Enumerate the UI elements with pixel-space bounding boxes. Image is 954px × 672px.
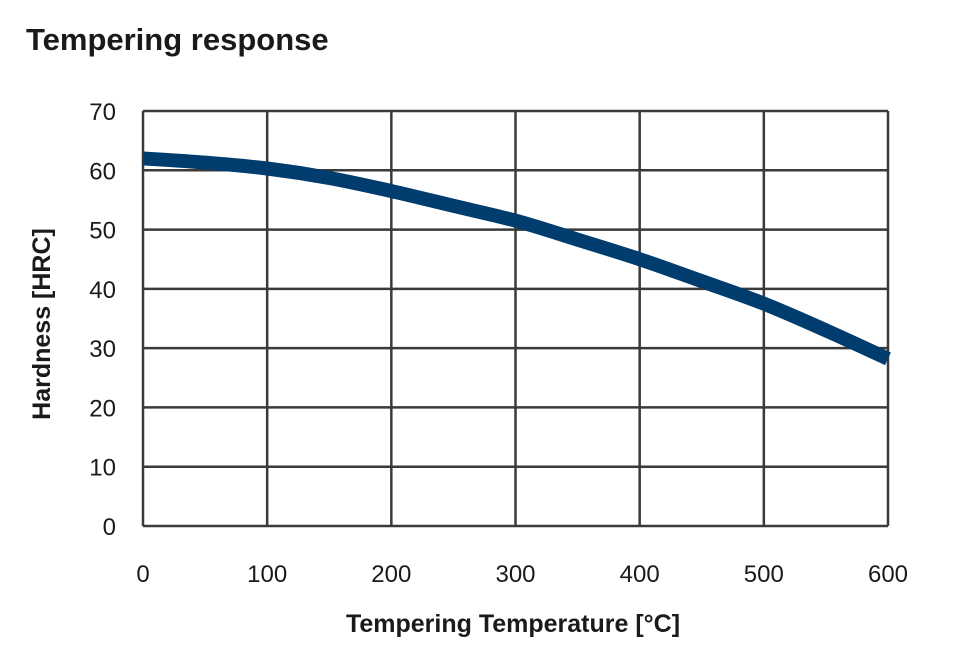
x-tick-label: 300 (495, 561, 535, 588)
y-tick-label: 40 (89, 277, 116, 304)
x-tick-label: 600 (868, 561, 908, 588)
y-tick-label: 70 (89, 99, 116, 126)
x-tick-labels: 0 100 200 300 400 500 600 (136, 561, 908, 588)
series-layer (142, 151, 891, 366)
grid-lines (141, 109, 890, 528)
y-tick-label: 0 (103, 514, 116, 541)
y-tick-label: 10 (89, 455, 116, 482)
x-tick-label: 200 (371, 561, 411, 588)
y-tick-labels: 0 10 20 30 40 50 60 70 (89, 99, 116, 541)
y-tick-label: 50 (89, 218, 116, 245)
x-tick-label: 400 (620, 561, 660, 588)
y-tick-label: 30 (89, 336, 116, 363)
chart-title: Tempering response (26, 22, 329, 57)
y-tick-label: 20 (89, 395, 116, 422)
x-tick-label: 100 (247, 561, 287, 588)
x-axis-label: Tempering Temperature [°C] (346, 610, 680, 638)
x-tick-label: 500 (744, 561, 784, 588)
hardness-curve (142, 151, 891, 366)
x-tick-label: 0 (136, 561, 149, 588)
y-axis-label: Hardness [HRC] (28, 228, 56, 420)
y-tick-label: 60 (89, 158, 116, 185)
